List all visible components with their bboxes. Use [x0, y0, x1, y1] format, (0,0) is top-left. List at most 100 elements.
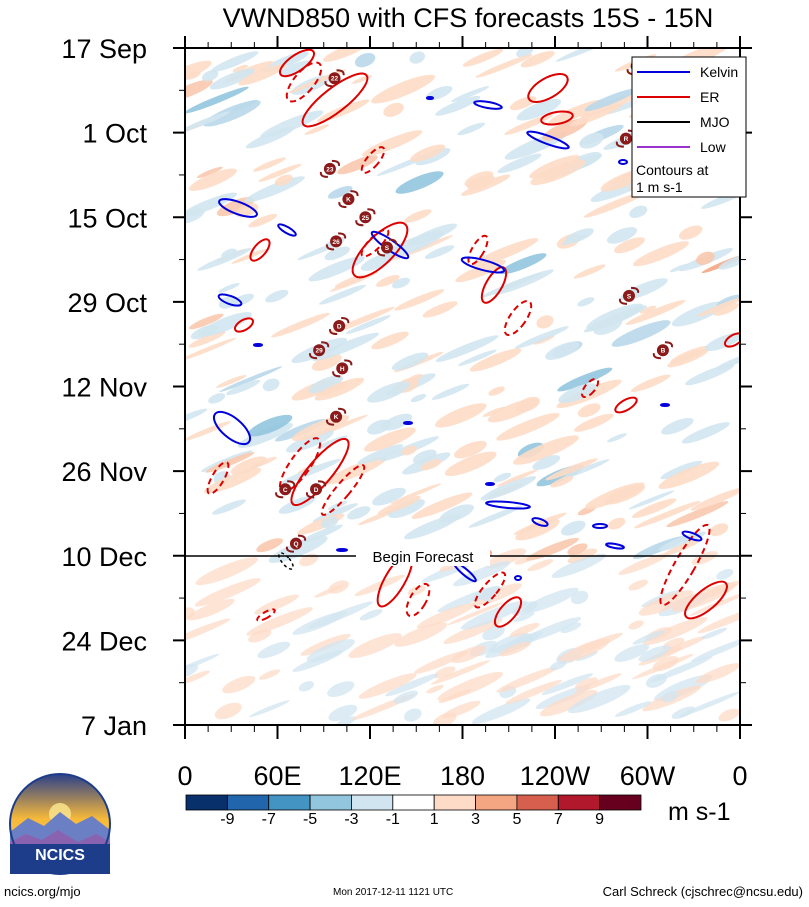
cyclone-label: S — [385, 245, 390, 252]
field-patch — [218, 282, 240, 293]
field-patch — [262, 378, 280, 392]
field-patch — [499, 641, 531, 657]
field-patch — [468, 505, 522, 528]
forecast-label: Begin Forecast — [373, 549, 475, 566]
field-patch — [347, 506, 371, 520]
kelvin-contour — [485, 482, 495, 486]
field-patch — [638, 590, 694, 616]
cyclone-arm — [618, 298, 628, 305]
field-patch — [245, 127, 294, 149]
field-patch — [583, 305, 648, 333]
field-patch — [541, 673, 594, 695]
field-patch — [377, 495, 421, 516]
field-patch — [197, 248, 252, 271]
field-patch — [718, 253, 740, 270]
field-patch — [614, 237, 645, 254]
cyclone-marker: Q — [285, 534, 307, 553]
cyclone-dot — [380, 241, 393, 254]
field-patch — [407, 373, 423, 383]
kelvin-contour — [253, 343, 263, 347]
cyclone-marker: S — [618, 286, 640, 305]
field-patch — [580, 90, 644, 118]
er-contour — [527, 73, 569, 103]
field-patch — [304, 124, 329, 135]
field-patch — [383, 102, 404, 117]
field-patch — [300, 633, 351, 656]
field-patch — [324, 457, 387, 485]
field-patch — [529, 155, 581, 179]
field-patch — [327, 185, 353, 199]
colorbar-label: -7 — [262, 811, 276, 828]
field-patch — [188, 331, 226, 348]
field-patch — [471, 586, 502, 602]
field-patch — [697, 606, 740, 634]
field-patch — [662, 539, 701, 556]
colorbar-units: m s-1 — [668, 798, 731, 826]
field-patch — [249, 700, 290, 718]
cyclone-label: D — [314, 487, 319, 494]
field-patch — [574, 677, 598, 689]
field-patch — [254, 594, 299, 615]
field-patch — [246, 607, 313, 636]
er-contour — [290, 437, 350, 507]
field-patch — [625, 299, 686, 326]
field-patch — [716, 569, 734, 580]
field-patch — [195, 557, 259, 586]
field-patch — [458, 349, 497, 366]
cyclone-arm — [331, 159, 341, 167]
field-patch — [280, 458, 341, 484]
cyclone-label: B — [661, 348, 666, 355]
field-patch — [513, 512, 567, 535]
field-patch — [298, 681, 315, 692]
field-patch — [579, 132, 604, 149]
cyclone-dot — [330, 235, 343, 248]
cyclone-label: K — [334, 414, 339, 421]
field-patch — [231, 248, 268, 264]
wind-field-shading — [185, 48, 740, 725]
field-patch — [696, 251, 715, 265]
x-axis: 0 60E 120E 180 120W 60W 0 — [177, 36, 748, 791]
field-patch — [226, 379, 261, 396]
field-patch — [460, 600, 528, 630]
cyclone-dot — [336, 362, 349, 375]
field-patch — [573, 264, 606, 279]
field-patch — [214, 702, 242, 720]
field-patch — [371, 74, 436, 104]
field-patch — [319, 284, 366, 305]
field-patch — [258, 163, 302, 182]
legend-box — [631, 56, 747, 198]
colorbar-swatch — [268, 794, 311, 811]
field-patch — [618, 553, 669, 575]
kelvin-contour — [681, 530, 703, 542]
er-contour — [301, 72, 369, 128]
y-axis: 17 Sep 1 Oct 15 Oct 29 Oct 12 Nov 26 Nov 10 De… — [61, 34, 752, 741]
field-patch — [451, 645, 486, 663]
cyclone-marker: C — [275, 480, 296, 499]
cyclone-arm — [305, 492, 315, 499]
field-patch — [203, 467, 262, 494]
field-patch — [188, 313, 224, 330]
field-patch — [185, 670, 210, 685]
kelvin-contour — [217, 293, 243, 307]
colorbar-label: 3 — [471, 811, 480, 828]
field-patch — [371, 331, 409, 350]
cyclone-arm — [344, 359, 353, 366]
field-patch — [185, 618, 231, 646]
field-patch — [633, 500, 701, 529]
field-patch — [401, 445, 417, 456]
field-patch — [678, 225, 703, 240]
field-patch — [574, 413, 614, 432]
field-patch — [558, 383, 598, 404]
field-patch — [194, 578, 261, 607]
footer-timestamp: Mon 2017-12-11 1121 UTC — [333, 887, 454, 898]
field-patch — [704, 332, 740, 351]
field-patch — [568, 684, 631, 714]
field-patch — [690, 638, 740, 662]
field-patch — [385, 673, 439, 697]
cyclone-label: R — [624, 136, 629, 143]
field-patch — [661, 417, 694, 435]
field-patch — [252, 157, 286, 172]
colorbar-swatch — [392, 794, 435, 811]
x-tick-label: 60E — [253, 761, 301, 791]
